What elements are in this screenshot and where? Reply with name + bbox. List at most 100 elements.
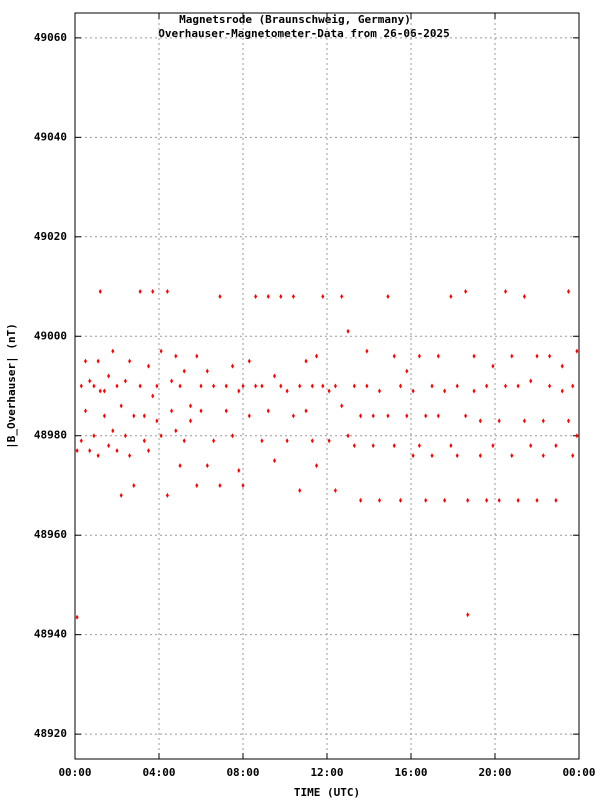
x-tick-label: 00:00	[58, 766, 91, 779]
point	[327, 388, 331, 394]
point	[170, 408, 174, 414]
point	[310, 438, 314, 444]
point	[472, 353, 476, 359]
point	[155, 418, 159, 424]
point	[455, 453, 459, 459]
point	[96, 358, 100, 364]
point	[247, 413, 251, 419]
point	[123, 433, 127, 439]
point	[88, 378, 92, 384]
point	[142, 438, 146, 444]
point	[478, 453, 482, 459]
point	[424, 497, 428, 503]
point	[254, 293, 258, 299]
point	[279, 293, 283, 299]
point	[218, 293, 222, 299]
point	[497, 497, 501, 503]
point	[567, 418, 570, 424]
point	[155, 383, 159, 389]
point	[205, 463, 209, 469]
point	[449, 443, 453, 449]
point	[199, 383, 203, 389]
point	[443, 497, 447, 503]
point	[79, 438, 83, 444]
point	[142, 413, 146, 419]
point	[159, 433, 163, 439]
point	[386, 293, 390, 299]
point	[199, 408, 203, 414]
point	[491, 443, 495, 449]
point	[115, 383, 119, 389]
y-tick-label: 48980	[34, 429, 67, 442]
point	[449, 293, 453, 299]
point	[522, 293, 526, 299]
point	[417, 353, 421, 359]
point	[254, 383, 258, 389]
point	[436, 353, 440, 359]
point	[392, 353, 396, 359]
point	[132, 413, 136, 419]
point	[333, 487, 337, 493]
point	[365, 348, 369, 354]
point	[464, 413, 468, 419]
point	[266, 408, 270, 414]
point	[138, 383, 142, 389]
x-tick-label: 08:00	[226, 766, 259, 779]
point	[365, 383, 369, 389]
point	[119, 403, 123, 409]
point	[424, 413, 428, 419]
point	[218, 482, 222, 488]
point	[170, 378, 174, 384]
point	[285, 388, 289, 394]
point	[352, 443, 356, 449]
point	[84, 408, 87, 414]
point	[392, 443, 396, 449]
point	[485, 497, 489, 503]
point	[535, 497, 539, 503]
y-tick-label: 49020	[34, 230, 67, 243]
point	[132, 482, 136, 488]
point	[279, 383, 283, 389]
point	[567, 289, 570, 295]
x-tick-label: 00:00	[562, 766, 595, 779]
point	[96, 453, 100, 459]
y-axis-label: |B_Overhauser| (nT)	[5, 323, 18, 449]
x-tick-label: 04:00	[142, 766, 175, 779]
point	[102, 388, 106, 394]
x-tick-label: 20:00	[478, 766, 511, 779]
point	[165, 492, 169, 498]
point	[151, 289, 155, 295]
point	[304, 358, 308, 364]
point	[575, 433, 579, 439]
point	[417, 443, 421, 449]
point	[260, 383, 264, 389]
point	[315, 353, 318, 359]
x-axis-label: TIME (UTC)	[294, 786, 360, 799]
point	[411, 453, 415, 459]
point	[399, 383, 402, 389]
point	[231, 363, 234, 369]
point	[237, 468, 241, 474]
point	[405, 413, 409, 419]
point	[359, 497, 363, 503]
point	[378, 497, 381, 503]
point	[291, 293, 295, 299]
point	[411, 388, 415, 394]
point	[436, 413, 440, 419]
point	[195, 353, 199, 359]
point	[189, 403, 192, 409]
point	[333, 383, 337, 389]
point	[182, 368, 186, 374]
point	[174, 428, 178, 434]
point	[359, 413, 363, 419]
point	[224, 408, 228, 414]
point	[107, 443, 111, 449]
point	[102, 413, 106, 419]
point	[241, 383, 245, 389]
point	[178, 463, 182, 469]
point	[315, 463, 318, 469]
point	[88, 448, 92, 454]
point	[291, 413, 295, 419]
